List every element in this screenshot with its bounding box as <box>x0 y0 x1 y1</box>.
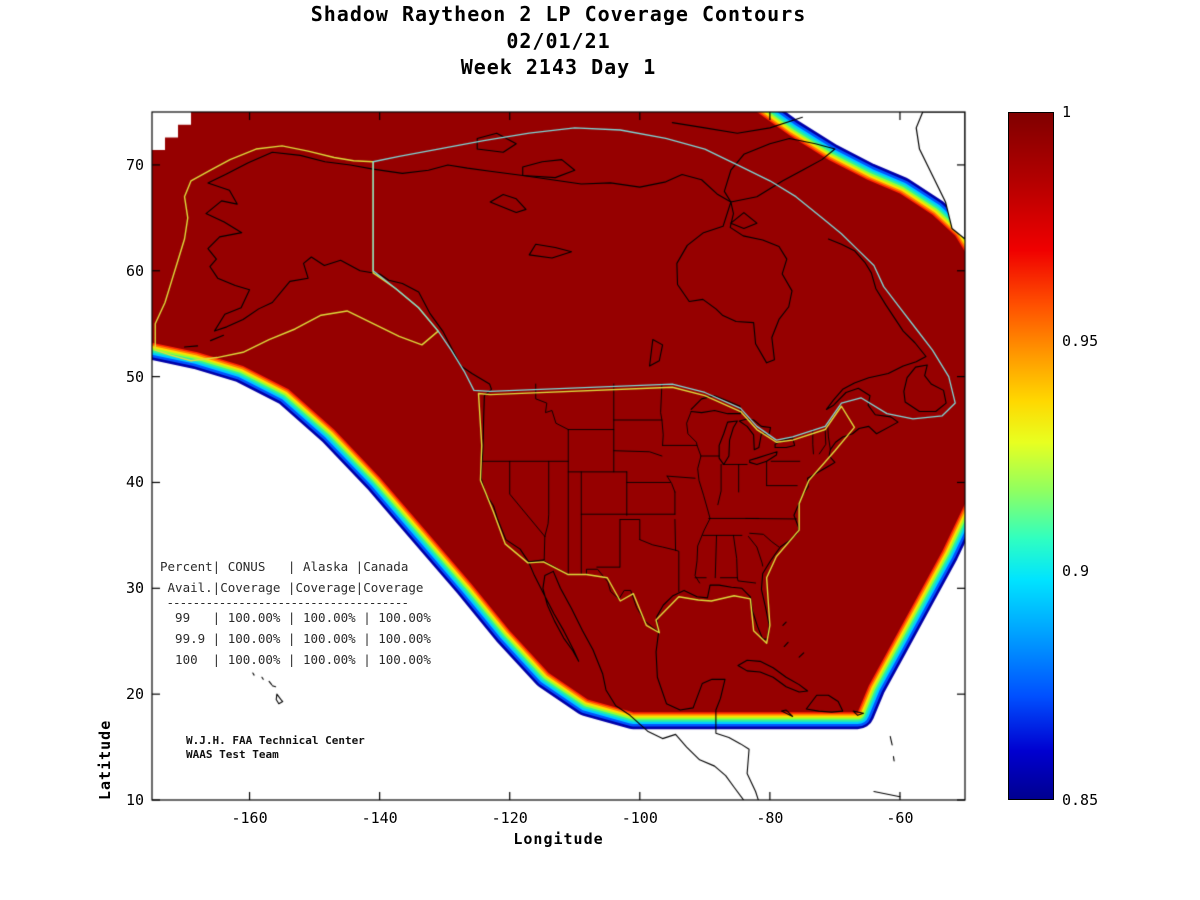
availability-table-line: 100 | 100.00% | 100.00% | 100.00% <box>160 652 431 667</box>
x-tick-label: -120 <box>491 809 528 827</box>
credit-line-2: WAAS Test Team <box>186 748 279 761</box>
availability-table-line: 99 | 100.00% | 100.00% | 100.00% <box>160 610 431 625</box>
y-tick-label: 40 <box>125 473 144 492</box>
availability-table: Percent| CONUS | Alaska |Canada Avail.|C… <box>160 556 431 670</box>
x-tick-label: -100 <box>621 809 658 827</box>
availability-table-line: Avail.|Coverage |Coverage|Coverage <box>160 580 424 595</box>
x-tick-label: -140 <box>361 809 398 827</box>
colorbar-tick-label: 1 <box>1062 103 1072 121</box>
credit-text: W.J.H. FAA Technical Center WAAS Test Te… <box>186 734 365 762</box>
x-tick-label: -160 <box>231 809 268 827</box>
colorbar-tick-label: 0.9 <box>1062 561 1090 580</box>
chart-title: Shadow Raytheon 2 LP Coverage Contours <box>310 2 807 26</box>
availability-table-line: Percent| CONUS | Alaska |Canada <box>160 559 409 574</box>
x-tick-label: -80 <box>756 809 784 827</box>
availability-table-line: ------------------------------------- <box>160 595 409 610</box>
colorbar-tick-label: 0.85 <box>1062 791 1099 809</box>
y-tick-label: 60 <box>125 261 144 280</box>
y-tick-label: 20 <box>125 685 144 704</box>
chart-week-day: Week 2143 Day 1 <box>460 55 657 79</box>
credit-line-1: W.J.H. FAA Technical Center <box>186 734 365 747</box>
colorbar-tick-label: 0.95 <box>1062 332 1099 351</box>
y-tick-label: 30 <box>125 579 144 598</box>
availability-table-line: 99.9 | 100.00% | 100.00% | 100.00% <box>160 631 431 646</box>
chart-date: 02/01/21 <box>506 29 611 53</box>
y-tick-label: 10 <box>125 791 144 809</box>
colorbar <box>1008 112 1054 800</box>
y-tick-label: 70 <box>125 155 144 174</box>
y-tick-label: 50 <box>125 367 144 386</box>
x-axis-label: Longitude <box>513 830 604 848</box>
x-tick-label: -60 <box>886 809 914 827</box>
